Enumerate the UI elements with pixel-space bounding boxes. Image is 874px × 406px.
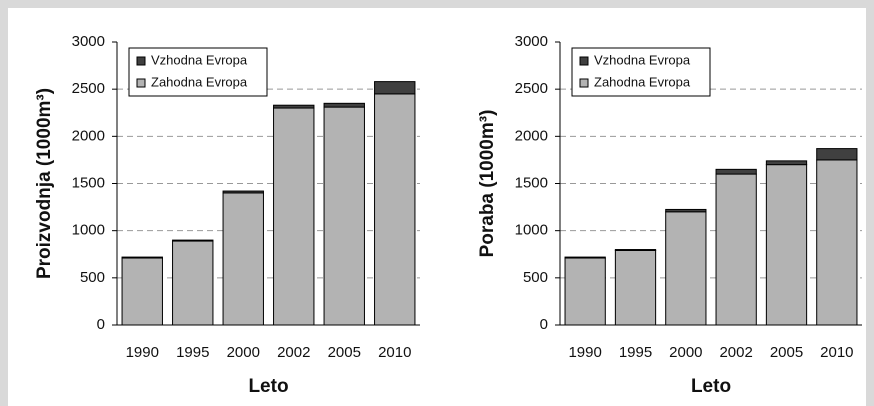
y-tick-label: 2500	[72, 80, 105, 97]
bar-segment	[765, 160, 808, 166]
bar-segment	[374, 81, 416, 95]
bar-segment	[273, 104, 315, 109]
y-tick-label: 1000	[515, 222, 548, 239]
x-tick-label: 2002	[719, 344, 752, 361]
bar-segment	[715, 168, 757, 175]
y-tick-label: 2500	[515, 80, 548, 97]
legend-box	[571, 47, 711, 97]
bar-segment	[374, 93, 416, 326]
legend-label: Zahodna Evropa	[594, 74, 691, 89]
legend-swatch	[579, 56, 589, 66]
bar-segment	[816, 148, 858, 161]
chart: 0 500 1000 1500 2000 2500 3000 1990 1995 2000 2002…	[477, 33, 862, 397]
bar-segment	[121, 257, 163, 326]
y-tick-label: 500	[80, 269, 105, 286]
x-tick-label: 1995	[619, 344, 652, 361]
y-tick-label: 1000	[72, 222, 105, 239]
x-tick-label: 2005	[770, 344, 803, 361]
x-tick-label: 1995	[176, 344, 209, 361]
bar-segment	[172, 239, 214, 242]
legend-swatch	[136, 56, 146, 66]
y-tick-label: 500	[523, 269, 548, 286]
bar-segment	[323, 106, 365, 326]
y-tick-label: 1500	[72, 174, 105, 191]
legend-label: Zahodna Evropa	[151, 74, 248, 89]
x-tick-label: 2005	[328, 344, 361, 361]
y-tick-label: 3000	[515, 33, 548, 50]
legend-box	[128, 47, 268, 97]
chart: 0 500 1000 1500 2000 2500 3000 1990 1995 2000 2002…	[34, 33, 420, 397]
bar-segment	[665, 211, 707, 326]
bar-segment	[121, 256, 163, 259]
bar-segment	[273, 107, 315, 326]
x-tick-label: 1990	[568, 344, 601, 361]
x-tick-label: 2010	[378, 344, 411, 361]
y-tick-label: 3000	[72, 33, 105, 50]
y-axis-label: Proizvodnja (1000m³)	[34, 88, 55, 279]
bar-segment	[715, 173, 757, 326]
bar-segment	[816, 159, 858, 326]
x-axis-label: Leto	[248, 376, 288, 397]
bar-segment	[614, 249, 657, 251]
bar-segment	[614, 249, 657, 326]
y-tick-label: 1500	[515, 174, 548, 191]
legend-swatch	[136, 78, 146, 88]
bar-segment	[564, 256, 606, 259]
y-tick-label: 0	[97, 316, 105, 333]
x-axis-label: Leto	[691, 376, 731, 397]
x-tick-label: 2010	[820, 344, 853, 361]
bar-segment	[172, 240, 214, 326]
bar-segment	[665, 208, 707, 213]
bar-segment	[564, 257, 606, 326]
x-tick-label: 2002	[277, 344, 310, 361]
y-axis-label: Poraba (1000m³)	[477, 110, 498, 258]
bar-segment	[222, 190, 264, 194]
x-tick-label: 2000	[227, 344, 260, 361]
legend-swatch	[579, 78, 589, 88]
bar-segment	[323, 102, 365, 108]
legend-label: Vzhodna Evropa	[151, 52, 248, 67]
chart-panel: 0 500 1000 1500 2000 2500 3000 1990 1995 2000 2002…	[8, 8, 866, 406]
y-tick-label: 0	[540, 316, 548, 333]
legend-label: Vzhodna Evropa	[594, 52, 691, 67]
bar-segment	[222, 192, 264, 326]
y-tick-label: 2000	[515, 127, 548, 144]
x-tick-label: 1990	[126, 344, 159, 361]
y-tick-label: 2000	[72, 127, 105, 144]
bar-segment	[765, 164, 808, 326]
x-tick-label: 2000	[669, 344, 702, 361]
